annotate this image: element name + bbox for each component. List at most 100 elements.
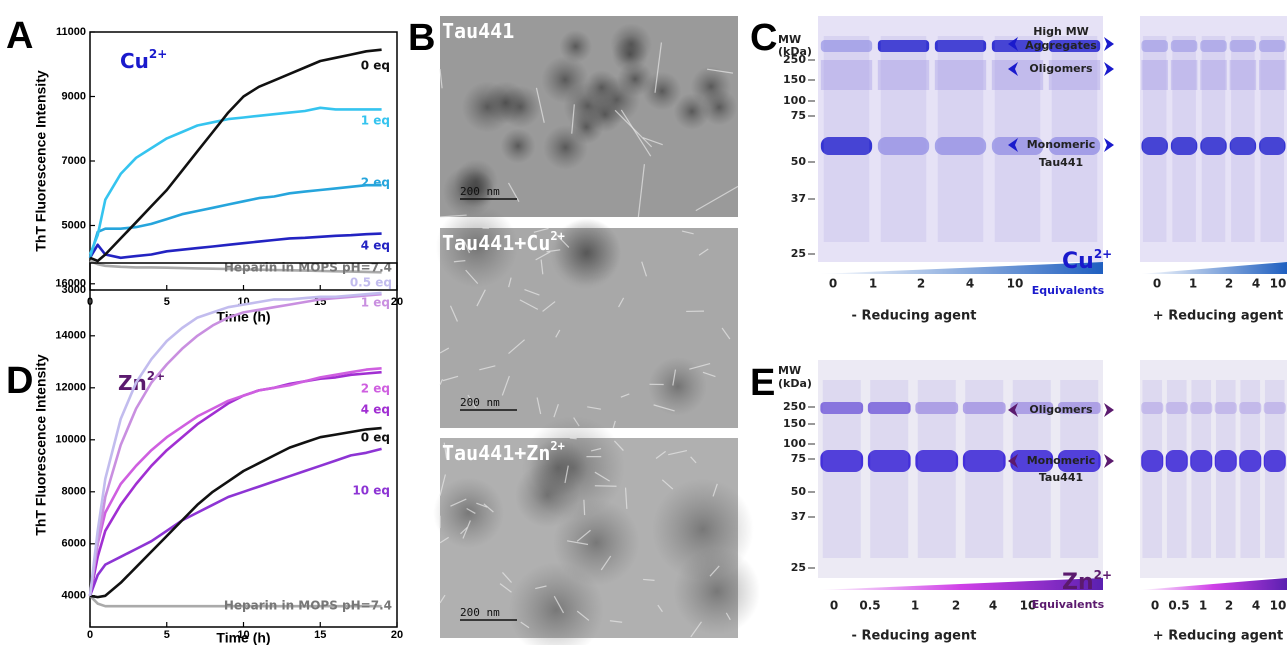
band: [1141, 450, 1164, 472]
texture: [484, 81, 528, 125]
band: [1190, 450, 1213, 472]
fibril: [535, 585, 547, 590]
band: [877, 40, 930, 52]
fibril: [439, 536, 449, 544]
gel: [1140, 360, 1287, 578]
fibril: [725, 612, 731, 621]
gel: [818, 360, 1103, 578]
mw-title: MW: [778, 364, 801, 377]
fibril: [508, 339, 525, 355]
lane-label: 4: [1252, 599, 1260, 613]
lane-label: 0: [1151, 599, 1159, 613]
fibril: [643, 578, 655, 582]
lane-label: 2: [1225, 277, 1233, 291]
arrow-left: [1008, 454, 1018, 468]
fibril: [519, 299, 539, 310]
band: [1214, 450, 1237, 472]
smear: [870, 380, 909, 558]
lane-label: 0: [1153, 277, 1161, 291]
micrograph-title-sup: 2+: [550, 229, 564, 243]
band: [1048, 137, 1101, 155]
mw-marker: 150: [783, 73, 806, 86]
fibril: [618, 297, 625, 308]
fibril: [620, 393, 630, 398]
band: [1141, 137, 1168, 155]
band-annotation: Monomeric: [1027, 138, 1096, 151]
band-annotation: Oligomers: [1029, 62, 1093, 75]
panel-letter: B: [408, 17, 435, 59]
mw-title: MW: [778, 33, 801, 46]
fibril: [609, 620, 623, 623]
lane-label: 1: [911, 599, 919, 613]
fibril: [624, 487, 628, 509]
band: [877, 60, 930, 90]
y-tick-label: 10000: [55, 434, 86, 446]
lane-label: 2: [1225, 599, 1233, 613]
series-label: 0 eq: [361, 59, 390, 73]
band: [1229, 40, 1257, 52]
fibril: [540, 259, 544, 275]
chart-title-base: Cu: [120, 49, 149, 73]
condition-label: - Reducing agent: [852, 309, 977, 324]
fibril: [462, 520, 471, 539]
series-label: 4 eq: [361, 239, 390, 253]
fibril: [567, 540, 589, 546]
fibril: [555, 329, 561, 338]
mw-title: (kDa): [778, 45, 812, 58]
band: [1200, 137, 1227, 155]
series-label: 10 eq: [352, 484, 390, 498]
micrograph-title-base: Tau441+Cu: [442, 231, 550, 255]
band: [820, 402, 864, 414]
smear: [1172, 36, 1196, 242]
series-line: [89, 259, 382, 274]
band: [915, 402, 959, 414]
texture: [435, 205, 519, 288]
lane-label: 1: [869, 277, 877, 291]
fibril: [590, 447, 602, 452]
metal-label: Zn2+: [1062, 568, 1112, 596]
band: [867, 402, 911, 414]
lane-label: 2: [952, 599, 960, 613]
y-tick-label: 9000: [62, 90, 86, 102]
mw-marker: 250: [783, 53, 806, 66]
band-annotation: High MW: [1033, 25, 1089, 38]
fibril: [535, 251, 551, 261]
series-label: 2 eq: [361, 176, 390, 190]
fibril: [533, 227, 549, 233]
series-label: 1 eq: [361, 296, 390, 310]
panel-letter: E: [750, 362, 775, 404]
fibril: [450, 498, 467, 507]
chart-title-sup: 2+: [149, 47, 167, 61]
smear: [880, 36, 927, 242]
texture: [690, 66, 732, 107]
lane-label: 10: [1270, 277, 1287, 291]
band: [1010, 402, 1054, 414]
arrow-right: [1104, 62, 1114, 76]
fibril: [467, 394, 477, 409]
smear: [1264, 380, 1285, 558]
y-tick-label: 7000: [62, 155, 86, 167]
lane-label: 1: [1189, 277, 1197, 291]
band: [1141, 402, 1164, 414]
panel-letter: C: [750, 17, 777, 59]
band: [1170, 137, 1198, 155]
smear: [822, 380, 861, 558]
smear: [917, 380, 956, 558]
series-line: [88, 367, 382, 596]
gradient-wedge: [1140, 262, 1287, 274]
fibril: [702, 371, 716, 378]
smear: [1231, 36, 1255, 242]
band: [962, 450, 1006, 472]
scale-bar-label: 200 nm: [460, 185, 500, 198]
arrow-right: [1104, 454, 1114, 468]
band: [934, 60, 987, 90]
mw-marker: 25: [791, 247, 806, 260]
band: [1229, 60, 1257, 90]
fibril: [439, 474, 446, 496]
texture: [515, 462, 580, 528]
fibril: [439, 347, 450, 354]
micrograph-title: Tau441: [442, 19, 514, 43]
fibril: [653, 404, 675, 412]
band: [1259, 40, 1286, 52]
